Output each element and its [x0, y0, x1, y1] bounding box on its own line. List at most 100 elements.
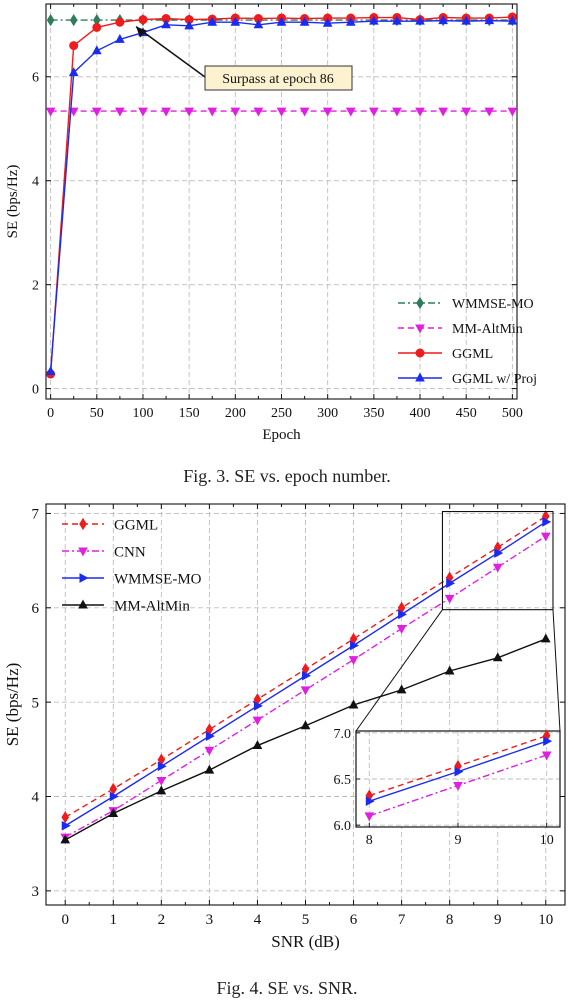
x-tick-label: 4: [254, 912, 262, 928]
data-point: [392, 107, 402, 117]
inset-x-tick-label: 10: [540, 833, 554, 848]
ticks: [46, 4, 517, 399]
annotation-arrow-line: [135, 26, 206, 78]
series-cnn: [60, 532, 551, 843]
data-point: [507, 107, 518, 117]
x-tick-label: 9: [494, 912, 502, 928]
data-point: [61, 820, 71, 831]
x-tick-label: 6: [350, 912, 358, 928]
data-point: [92, 22, 102, 32]
data-point: [161, 19, 171, 29]
data-point: [156, 776, 167, 786]
inset-y-tick-label: 7.0: [334, 727, 352, 742]
data-point: [68, 67, 79, 77]
x-tick-label: 350: [363, 406, 384, 421]
legend-marker: [415, 348, 425, 358]
y-tick-label: 2: [32, 279, 39, 294]
data-point: [91, 45, 102, 55]
data-point: [253, 19, 264, 29]
data-point: [492, 563, 503, 573]
data-point: [461, 107, 472, 117]
x-tick-label: 5: [302, 912, 310, 928]
data-point: [205, 731, 215, 741]
data-point: [396, 625, 407, 634]
data-point: [69, 41, 79, 51]
x-tick-label: 500: [502, 406, 523, 421]
data-point: [230, 16, 241, 26]
legend-marker: [78, 547, 88, 557]
data-point: [207, 107, 218, 117]
data-point: [184, 20, 194, 30]
data-point: [115, 107, 125, 117]
x-tick-label: 10: [538, 912, 553, 928]
data-point: [204, 764, 215, 774]
legend-label: GGML w/ Proj: [452, 372, 537, 387]
fig4-legend: GGML CNN WMMSE-MO MM-AltMin: [62, 517, 202, 614]
y-tick-label: 4: [32, 790, 40, 806]
fig3-legend: WMMSE-MO MM-AltMin GGML GGML w/ Proj: [398, 296, 537, 387]
x-tick-label: 300: [317, 406, 338, 421]
data-point: [540, 532, 551, 542]
annotation: Surpass at epoch 86: [135, 26, 353, 91]
inset-y-tick-label: 6.5: [334, 773, 352, 788]
inset-data-point: [453, 781, 463, 791]
data-point: [302, 670, 311, 681]
data-point: [45, 366, 56, 375]
zoom-connector: [355, 609, 443, 732]
data-point: [138, 107, 148, 117]
annotation-box: [204, 65, 353, 91]
y-tick-label: 4: [32, 175, 39, 190]
data-point: [345, 107, 356, 117]
annotation-arrowhead: [136, 26, 148, 38]
inset-data-point: [365, 796, 375, 806]
data-point: [415, 15, 425, 25]
data-point: [69, 13, 78, 27]
legend-label: GGML: [452, 347, 493, 362]
x-tick-label: 450: [456, 406, 477, 421]
inset-data-point: [543, 736, 553, 746]
legend-marker: [415, 324, 425, 334]
legend-marker: [79, 517, 87, 531]
series-mm-altmin: [45, 107, 518, 117]
data-point: [350, 640, 360, 651]
data-point: [392, 15, 402, 25]
legend-label: CNN: [114, 544, 146, 560]
inset-frame-border: [355, 730, 561, 828]
legend-marker: [78, 599, 88, 609]
data-point: [252, 716, 263, 726]
x-tick-label: 8: [446, 912, 454, 928]
y-tick-label: 3: [32, 884, 40, 900]
data-point: [276, 107, 287, 117]
inset-series-cnn: [364, 751, 552, 822]
ticks: [46, 504, 565, 905]
data-point: [444, 594, 455, 604]
legend-label: MM-AltMin: [452, 322, 523, 337]
x-tick-label: 150: [179, 406, 200, 421]
fig4-caption: Fig. 4. SE vs. SNR.: [216, 978, 358, 998]
y-tick-label: 6: [32, 601, 40, 617]
data-point: [507, 15, 518, 25]
y-tick-label: 6: [32, 71, 39, 86]
x-tick-label: 2: [158, 912, 166, 928]
x-tick-label: 0: [47, 406, 54, 421]
x-tick-label: 1: [110, 912, 118, 928]
inset-data-point: [364, 812, 375, 822]
annotation-text: Surpass at epoch 86: [222, 72, 334, 87]
y-axis-label: SE (bps/Hz): [3, 663, 22, 747]
series-wmmse-mo: [61, 517, 552, 831]
data-point: [398, 609, 408, 620]
legend-marker: [415, 372, 425, 382]
data-point: [484, 107, 495, 117]
data-point: [396, 684, 407, 694]
zoom-box: [441, 510, 554, 611]
legend-label: WMMSE-MO: [114, 571, 202, 587]
data-point: [46, 13, 55, 27]
grid: [46, 504, 565, 905]
x-axis-label: SNR (dB): [271, 932, 339, 951]
data-point: [184, 107, 194, 117]
data-point: [444, 665, 455, 675]
data-point: [157, 761, 167, 772]
data-point: [438, 15, 448, 25]
data-point: [252, 740, 263, 750]
data-point: [322, 107, 333, 117]
